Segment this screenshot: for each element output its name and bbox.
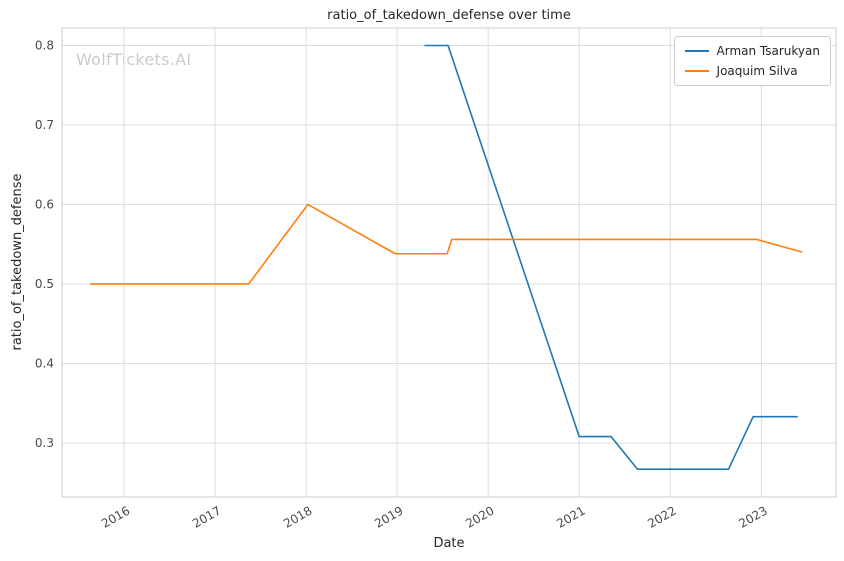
x-tick-label: 2022 (645, 503, 678, 530)
watermark: WolfTickets.AI (76, 50, 192, 69)
legend-line-swatch-icon (684, 70, 709, 72)
y-tick-label: 0.5 (35, 277, 54, 291)
x-tick-label: 2016 (99, 503, 132, 530)
x-tick-label: 2023 (736, 503, 769, 530)
y-tick-label: 0.8 (35, 38, 54, 52)
legend-item: Joaquim Silva (684, 64, 820, 78)
y-tick-label: 0.7 (35, 118, 54, 132)
x-tick-label: 2020 (463, 503, 496, 530)
chart-title: ratio_of_takedown_defense over time (327, 8, 571, 23)
legend-line-swatch-icon (684, 50, 709, 52)
y-tick-label: 0.6 (35, 197, 54, 211)
x-axis-label: Date (433, 536, 465, 551)
legend-label: Joaquim Silva (716, 64, 798, 78)
series-line (424, 44, 798, 470)
x-tick-label: 2017 (190, 503, 223, 530)
y-tick-label: 0.3 (35, 436, 54, 450)
legend-item: Arman Tsarukyan (684, 44, 820, 58)
series-line (90, 203, 803, 285)
x-tick-label: 2018 (281, 503, 314, 530)
legend: Arman Tsarukyan Joaquim Silva (673, 36, 831, 86)
y-axis-label: ratio_of_takedown_defense (10, 173, 25, 351)
y-tick-label: 0.4 (35, 356, 54, 370)
x-tick-label: 2021 (554, 503, 587, 530)
legend-label: Arman Tsarukyan (716, 44, 820, 58)
plot-border (61, 27, 837, 498)
x-tick-label: 2019 (372, 503, 405, 530)
